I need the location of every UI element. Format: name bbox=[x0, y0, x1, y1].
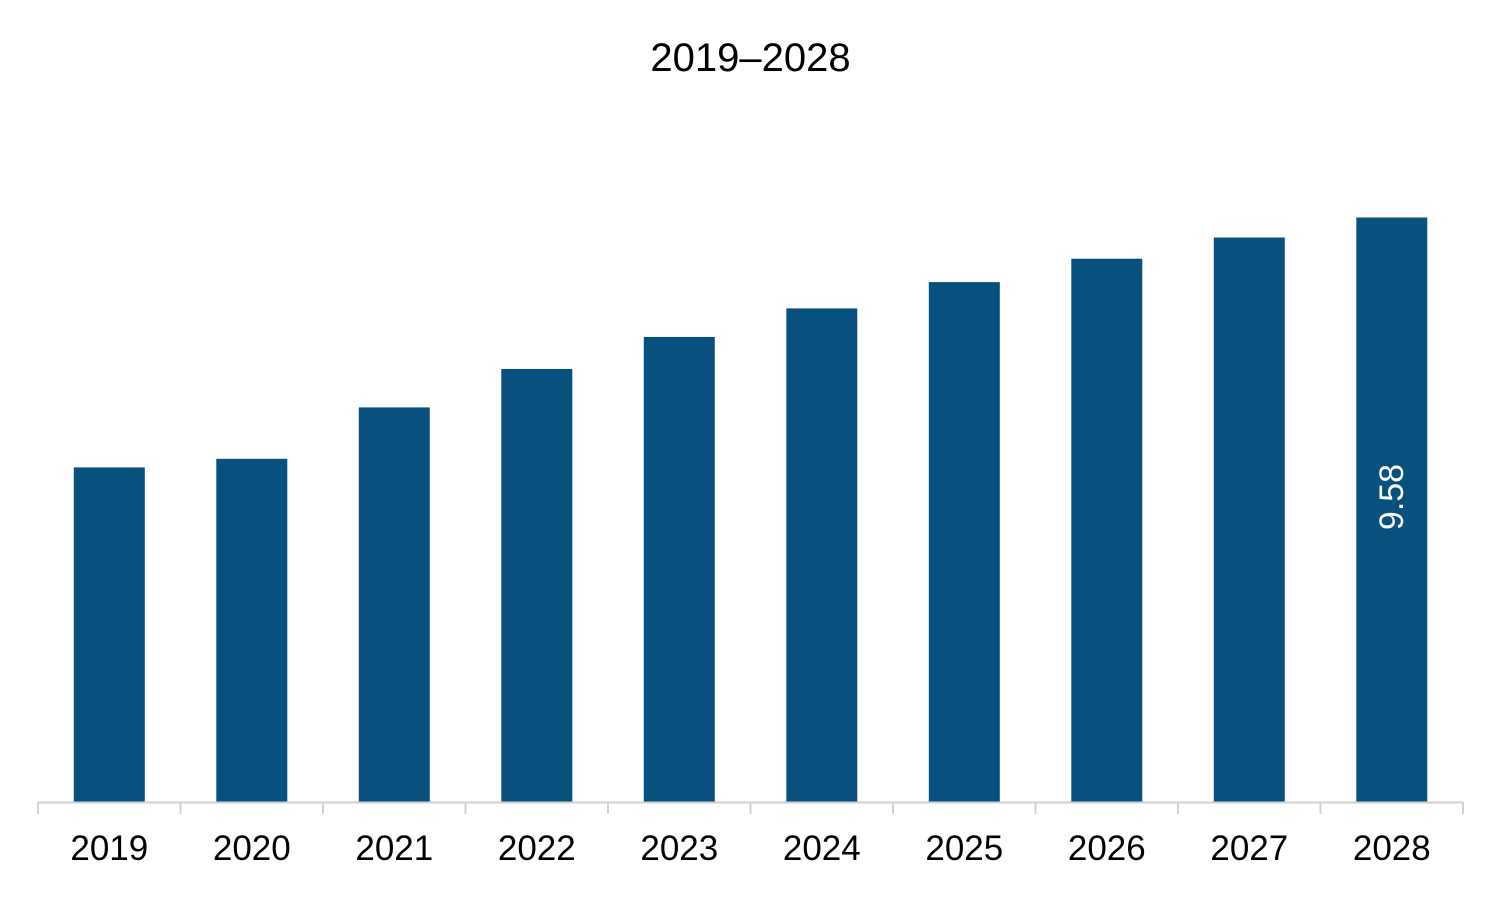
x-tick-label: 2019 bbox=[70, 829, 148, 868]
x-tick-label: 2020 bbox=[213, 829, 291, 868]
bar-2020 bbox=[216, 458, 288, 802]
bar-2025 bbox=[928, 282, 1000, 803]
x-tick-label: 2028 bbox=[1353, 829, 1431, 868]
bars-group bbox=[73, 217, 1428, 803]
bar-2022 bbox=[501, 369, 573, 802]
x-tick-labels: 2019 2020 2021 2022 2023 2024 2025 2026 2027 2028 bbox=[70, 829, 1430, 868]
bar-2026 bbox=[1071, 258, 1143, 802]
bar-2021 bbox=[358, 407, 430, 802]
x-tick-label: 2021 bbox=[355, 829, 433, 868]
x-tick-label: 2024 bbox=[783, 829, 861, 868]
data-labels: 9.58 bbox=[1373, 464, 1411, 530]
chart-title: 2019–2028 bbox=[650, 36, 851, 80]
x-tick-label: 2023 bbox=[640, 829, 718, 868]
x-tick-label: 2025 bbox=[925, 829, 1003, 868]
bar-2027 bbox=[1213, 237, 1285, 802]
data-label-2028: 9.58 bbox=[1373, 464, 1411, 530]
x-axis bbox=[37, 801, 1464, 814]
x-tick-label: 2022 bbox=[498, 829, 576, 868]
bar-2023 bbox=[643, 337, 715, 802]
x-tick-label: 2027 bbox=[1210, 829, 1288, 868]
bar-2028 bbox=[1356, 217, 1428, 802]
bar-2024 bbox=[786, 308, 858, 802]
x-tick-label: 2026 bbox=[1068, 829, 1146, 868]
bar-2019 bbox=[73, 467, 145, 802]
